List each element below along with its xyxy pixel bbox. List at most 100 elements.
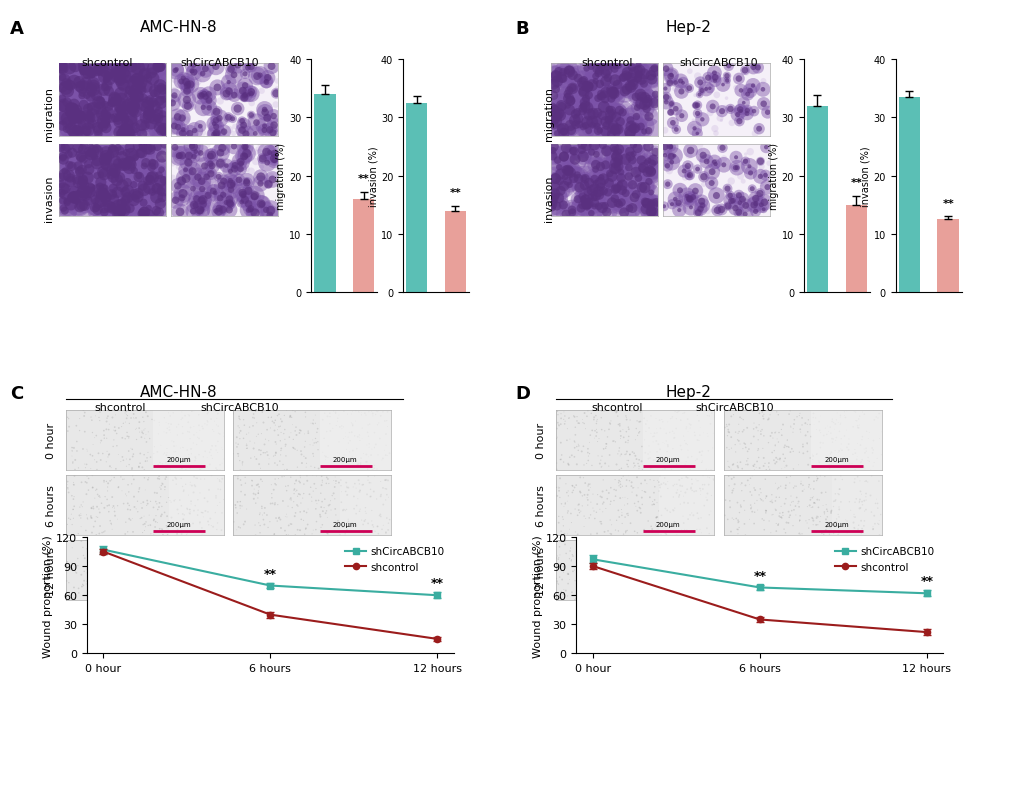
Point	[727, 446, 743, 459]
Point	[575, 472, 591, 484]
Point	[836, 410, 852, 423]
Point	[560, 104, 577, 117]
Point	[236, 588, 253, 601]
Point	[666, 560, 683, 573]
Point	[637, 486, 653, 499]
Point	[157, 127, 173, 140]
Point	[653, 585, 669, 597]
Point	[235, 151, 252, 164]
Point	[645, 155, 661, 168]
Point	[52, 152, 68, 164]
Point	[153, 97, 169, 110]
Point	[105, 108, 121, 121]
Point	[745, 583, 761, 596]
Point	[150, 109, 166, 122]
Point	[133, 208, 150, 221]
Point	[266, 153, 282, 166]
Point	[620, 460, 636, 473]
Point	[644, 496, 660, 508]
Point	[668, 555, 685, 568]
Point	[378, 415, 394, 427]
Point	[69, 111, 86, 124]
Point	[576, 180, 592, 192]
Point	[235, 119, 252, 132]
Point	[681, 83, 697, 95]
Point	[272, 413, 288, 426]
Point	[803, 582, 819, 595]
Point	[99, 412, 115, 425]
Point	[327, 407, 343, 420]
Point	[734, 541, 750, 554]
Point	[112, 172, 128, 184]
Point	[118, 490, 135, 503]
Point	[148, 509, 164, 522]
Point	[90, 559, 106, 572]
Point	[64, 441, 81, 454]
Point	[605, 484, 622, 496]
Point	[273, 415, 289, 428]
Point	[78, 110, 95, 123]
Point	[589, 125, 605, 138]
Point	[853, 454, 869, 467]
Point	[842, 504, 858, 517]
Point	[165, 545, 181, 557]
Point	[259, 112, 275, 125]
Point	[645, 551, 661, 564]
Point	[150, 61, 166, 74]
Point	[243, 452, 259, 465]
Point	[152, 198, 168, 211]
Point	[850, 422, 866, 435]
Point	[84, 168, 100, 181]
Point	[685, 192, 701, 205]
Text: shcontrol: shcontrol	[581, 58, 632, 67]
Point	[556, 538, 573, 551]
Point	[189, 189, 205, 202]
Point	[336, 504, 353, 516]
Point	[584, 119, 600, 132]
Point	[592, 61, 608, 74]
Point	[213, 476, 229, 489]
Point	[94, 64, 110, 77]
Point	[833, 433, 849, 446]
Point	[353, 409, 369, 422]
Point	[84, 84, 100, 97]
Point	[254, 85, 270, 98]
Point	[603, 171, 620, 184]
Point	[568, 479, 584, 492]
Point	[264, 539, 280, 552]
Point	[609, 504, 626, 517]
Point	[637, 426, 653, 439]
Point	[366, 460, 382, 472]
Point	[613, 96, 630, 109]
Point	[719, 470, 736, 483]
Point	[576, 180, 592, 192]
Point	[597, 68, 613, 81]
Point	[721, 103, 738, 116]
Point	[210, 435, 226, 448]
Point	[117, 71, 133, 83]
Text: invasion: invasion	[543, 176, 553, 222]
Point	[676, 165, 692, 178]
Point	[84, 147, 100, 160]
Point	[611, 478, 628, 491]
Point	[613, 180, 630, 192]
Point	[171, 464, 187, 477]
Point	[152, 523, 168, 536]
Point	[640, 155, 656, 168]
Point	[838, 527, 854, 540]
Point	[124, 126, 141, 139]
Point	[355, 537, 371, 550]
Point	[64, 110, 81, 123]
Point	[269, 423, 285, 436]
Point	[811, 424, 827, 437]
Point	[784, 427, 800, 439]
Point	[627, 99, 643, 112]
Point	[127, 122, 144, 135]
Point	[785, 445, 801, 458]
Point	[762, 527, 779, 540]
Point	[83, 91, 99, 104]
Point	[863, 442, 879, 455]
Point	[214, 457, 230, 470]
Point	[222, 165, 238, 178]
Point	[776, 461, 793, 474]
